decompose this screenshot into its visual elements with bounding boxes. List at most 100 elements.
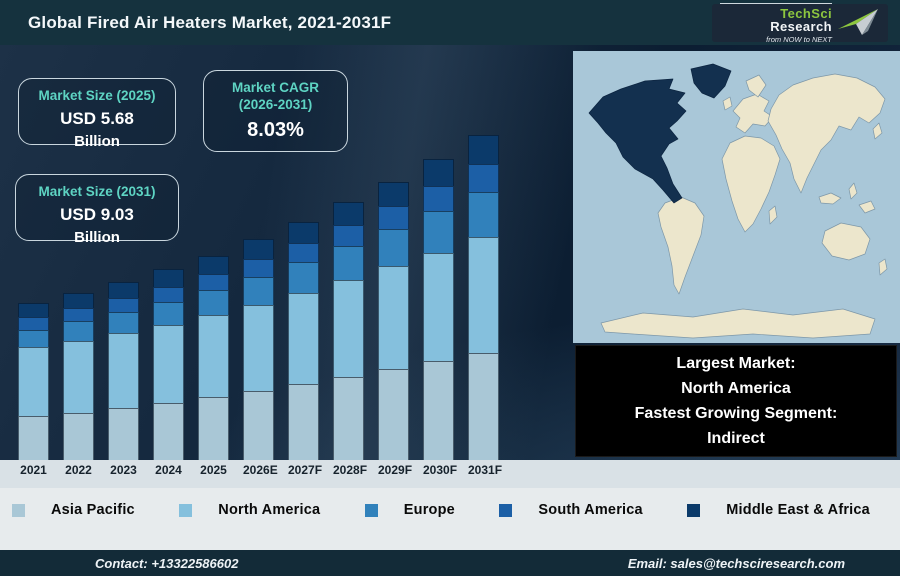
segment-north-america — [378, 266, 409, 370]
axis-label-2029f: 2029F — [378, 463, 413, 477]
segment-middle-east-africa — [63, 293, 94, 309]
x-axis-labels: 2021 2022 2023 2024 2025 2026E 2027F 2028F 2029F… — [18, 463, 503, 477]
map-africa — [721, 135, 781, 233]
stat-value: 8.03% — [247, 119, 304, 141]
highlight-line: North America — [681, 380, 791, 397]
page-title: Global Fired Air Heaters Market, 2021-20… — [28, 12, 392, 32]
chart-area: Market Size (2025) USD 5.68 Billion Mark… — [0, 45, 900, 460]
axis-label-2028f: 2028F — [333, 463, 368, 477]
bar-2027f — [288, 221, 319, 460]
segment-north-america — [423, 253, 454, 362]
segment-middle-east-africa — [108, 281, 139, 298]
map-north-america — [588, 78, 687, 204]
bar-2023 — [108, 281, 139, 460]
segment-europe — [378, 228, 409, 267]
map-antarctica — [600, 308, 876, 339]
segment-north-america — [243, 304, 274, 391]
segment-asia-pacific — [243, 390, 274, 460]
logo-tagline: from NOW to NEXT — [766, 34, 832, 44]
segment-asia-pacific — [18, 416, 49, 460]
stacked-bar-plot — [18, 45, 566, 460]
axis-label-2030f: 2030F — [423, 463, 458, 477]
techsci-logo: TechSci Research from NOW to NEXT — [712, 2, 888, 44]
segment-south-america — [18, 317, 49, 331]
stat-value: USD 9.03 — [60, 205, 134, 224]
stat-label: (2026-2031) — [238, 97, 313, 112]
map-new-guinea — [858, 200, 876, 214]
legend-item-middle-east-africa: Middle East & Africa — [687, 502, 870, 518]
segment-south-america — [153, 286, 184, 302]
segment-north-america — [153, 324, 184, 403]
segment-south-america — [108, 297, 139, 313]
segment-south-america — [378, 206, 409, 229]
logo-brand-primary: TechSci — [780, 5, 832, 21]
segment-europe — [108, 312, 139, 334]
axis-label-2026e: 2026E — [243, 463, 278, 477]
bar-2026e — [243, 239, 274, 460]
stat-value: USD 5.68 — [60, 109, 134, 128]
legend-label-europe: Europe — [403, 502, 455, 518]
bar-2029f — [378, 181, 409, 460]
axis-label-2024: 2024 — [155, 463, 182, 477]
segment-south-america — [198, 273, 229, 291]
bar-2022 — [63, 293, 94, 460]
legend-label-asia-pacific: Asia Pacific — [51, 502, 135, 518]
segment-europe — [243, 276, 274, 305]
chart-legend: Asia Pacific North America Europe South Ame… — [12, 502, 870, 518]
legend-swatch-asia-pacific — [12, 503, 25, 517]
legend-item-asia-pacific: Asia Pacific — [12, 502, 135, 518]
legend-swatch-middle-east-africa — [687, 503, 701, 517]
segment-asia-pacific — [153, 402, 184, 460]
logo-arrow-icon — [838, 9, 878, 35]
email-info: Email: sales@techsciresearch.com — [627, 555, 845, 571]
contact-info: Contact: +13322586602 — [95, 555, 239, 571]
segment-europe — [333, 245, 364, 281]
segment-south-america — [288, 242, 319, 263]
highlight-line: Fastest Growing Segment: — [634, 405, 838, 422]
stat-label: Market CAGR — [231, 80, 320, 95]
stat-label: Market Size (2025) — [38, 88, 156, 103]
legend-label-south-america: South America — [538, 502, 643, 518]
segment-europe — [153, 301, 184, 325]
logo-brand: TechSci Research — [720, 2, 832, 34]
segment-north-america — [108, 333, 139, 409]
highlight-line: Largest Market: — [676, 355, 796, 372]
segment-asia-pacific — [423, 361, 454, 460]
axis-label-2027f: 2027F — [288, 463, 323, 477]
segment-asia-pacific — [468, 352, 499, 460]
stat-label: Market Size (2031) — [38, 184, 156, 199]
highlight-box: Largest Market: North America Fastest Gr… — [575, 345, 897, 457]
axis-label-2025: 2025 — [200, 463, 227, 477]
legend-label-north-america: North America — [218, 502, 321, 518]
segment-middle-east-africa — [423, 159, 454, 186]
map-indonesia — [818, 192, 842, 205]
segment-middle-east-africa — [468, 134, 499, 165]
highlight-line: Indirect — [707, 430, 765, 447]
world-map — [573, 51, 900, 343]
segment-north-america — [288, 293, 319, 384]
map-uk — [722, 96, 733, 111]
segment-south-america — [243, 258, 274, 277]
map-south-america — [657, 196, 705, 295]
segment-south-america — [333, 224, 364, 246]
legend-item-europe: Europe — [364, 502, 455, 518]
segment-asia-pacific — [63, 412, 94, 460]
stat-box-market-size-2031: Market Size (2031) USD 9.03 Billion — [15, 174, 179, 246]
legend-swatch-north-america — [179, 503, 193, 517]
bar-2025 — [198, 255, 229, 460]
segment-middle-east-africa — [243, 239, 274, 259]
segment-europe — [468, 191, 499, 238]
map-philippines — [848, 182, 858, 200]
axis-label-2031f: 2031F — [468, 463, 503, 477]
logo-brand-secondary: Research — [770, 18, 832, 34]
segment-north-america — [198, 314, 229, 397]
segment-asia-pacific — [198, 396, 229, 460]
map-australia — [821, 222, 871, 261]
legend-item-north-america: North America — [179, 502, 320, 518]
segment-europe — [63, 321, 94, 341]
segment-europe — [423, 210, 454, 254]
axis-label-2022: 2022 — [65, 463, 92, 477]
bar-2028f — [333, 201, 364, 460]
stat-box-market-size-2025: Market Size (2025) USD 5.68 Billion — [18, 78, 176, 150]
